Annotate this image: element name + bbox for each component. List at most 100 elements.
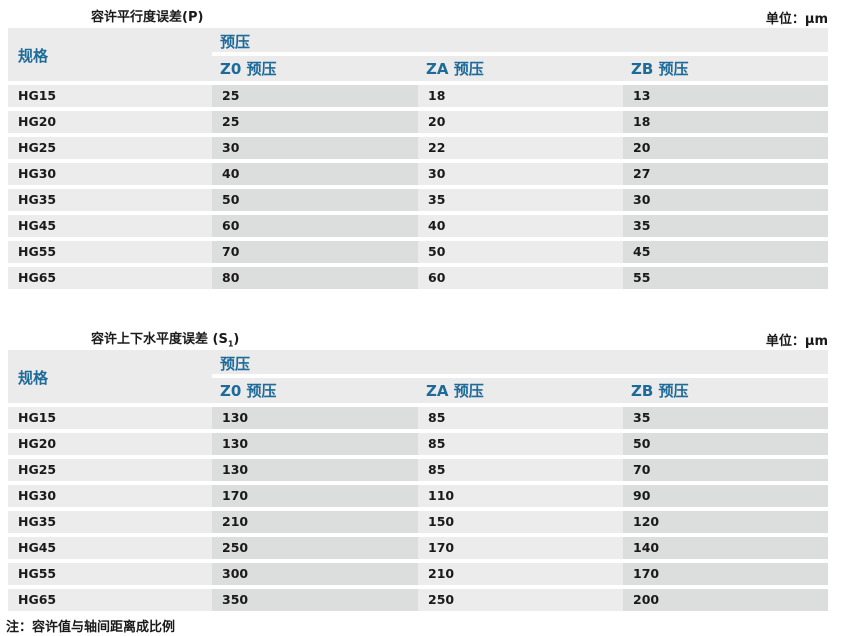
footnote: 注：容许值与轴间距离成比例	[6, 620, 176, 635]
table-cell: 18	[623, 111, 828, 133]
table-cell: HG25	[8, 459, 212, 481]
table-row: HG15 25 18 13	[8, 85, 828, 107]
table2-unit: 单位：μm	[765, 334, 828, 349]
preload-column-header: Z0 预压	[220, 60, 277, 78]
table-cell: HG55	[8, 563, 212, 585]
preload-column-header: ZA 预压	[426, 60, 484, 78]
table-cell: HG25	[8, 137, 212, 159]
divider	[212, 52, 828, 56]
table-cell: 130	[212, 459, 418, 481]
table-row: HG20 130 85 50	[8, 433, 828, 455]
table-cell: HG20	[8, 433, 212, 455]
table-cell: 130	[212, 407, 418, 429]
table-cell: 30	[212, 137, 418, 159]
table-cell: HG65	[8, 267, 212, 289]
table-cell: 20	[623, 137, 828, 159]
table-cell: 150	[418, 511, 623, 533]
table-cell: 200	[623, 589, 828, 611]
preload-column-header: Z0 预压	[220, 382, 277, 400]
table2-title: 容许上下水平度误差 (S1)	[91, 332, 240, 349]
table-cell: HG15	[8, 407, 212, 429]
table-cell: HG15	[8, 85, 212, 107]
table-cell: 35	[418, 189, 623, 211]
table-cell: 350	[212, 589, 418, 611]
preload-header: 预压	[220, 355, 251, 373]
spec-header: 规格	[18, 47, 49, 65]
table-row: HG55 70 50 45	[8, 241, 828, 263]
table-cell: HG65	[8, 589, 212, 611]
table-cell: 25	[212, 85, 418, 107]
table-row: HG25 130 85 70	[8, 459, 828, 481]
table-cell: HG45	[8, 537, 212, 559]
table-cell: 140	[623, 537, 828, 559]
table-cell: 13	[623, 85, 828, 107]
table-row: HG55 300 210 170	[8, 563, 828, 585]
table-cell: 18	[418, 85, 623, 107]
table-cell: 30	[418, 163, 623, 185]
table-header: 规格 预压 Z0 预压 ZA 预压 ZB 预压	[8, 350, 828, 403]
table-cell: 80	[212, 267, 418, 289]
table-row: HG65 80 60 55	[8, 267, 828, 289]
table-cell: 35	[623, 215, 828, 237]
table-cell: 85	[418, 407, 623, 429]
table-cell: 250	[418, 589, 623, 611]
table-cell: 170	[212, 485, 418, 507]
table-cell: 170	[418, 537, 623, 559]
table-cell: 120	[623, 511, 828, 533]
table-cell: 40	[212, 163, 418, 185]
table-cell: 70	[212, 241, 418, 263]
spec-header: 规格	[18, 369, 49, 387]
table1-title: 容许平行度误差(P)	[91, 10, 204, 25]
table-cell: 60	[418, 267, 623, 289]
table-row: HG15 130 85 35	[8, 407, 828, 429]
table-cell: 85	[418, 459, 623, 481]
parallelism-table: 规格 预压 Z0 预压 ZA 预压 ZB 预压 HG15 25 18 13 HG20 25 20 18 H…	[8, 28, 828, 289]
table-cell: 110	[418, 485, 623, 507]
table-cell: HG20	[8, 111, 212, 133]
table-cell: 50	[212, 189, 418, 211]
table-cell: 130	[212, 433, 418, 455]
table-cell: 40	[418, 215, 623, 237]
table-cell: 50	[623, 433, 828, 455]
preload-column-header: ZB 预压	[631, 382, 689, 400]
table-cell: 45	[623, 241, 828, 263]
table-cell: 250	[212, 537, 418, 559]
table-cell: 30	[623, 189, 828, 211]
table-cell: 55	[623, 267, 828, 289]
table-cell: 22	[418, 137, 623, 159]
table-cell: 60	[212, 215, 418, 237]
table-cell: HG30	[8, 163, 212, 185]
table-cell: HG55	[8, 241, 212, 263]
table-cell: 27	[623, 163, 828, 185]
table-cell: 25	[212, 111, 418, 133]
table-row: HG45 250 170 140	[8, 537, 828, 559]
table-cell: HG35	[8, 511, 212, 533]
preload-header: 预压	[220, 33, 251, 51]
table-row: HG35 210 150 120	[8, 511, 828, 533]
divider	[212, 374, 828, 378]
table1-unit: 单位：μm	[765, 12, 828, 27]
table-cell: 20	[418, 111, 623, 133]
preload-column-header: ZB 预压	[631, 60, 689, 78]
table-header: 规格 预压 Z0 预压 ZA 预压 ZB 预压	[8, 28, 828, 81]
table-row: HG30 40 30 27	[8, 163, 828, 185]
table-cell: 50	[418, 241, 623, 263]
table-row: HG20 25 20 18	[8, 111, 828, 133]
table-cell: 90	[623, 485, 828, 507]
level-table: 规格 预压 Z0 预压 ZA 预压 ZB 预压 HG15 130 85 35 HG20 130 85 5…	[8, 350, 828, 611]
table-cell: 300	[212, 563, 418, 585]
table-cell: 85	[418, 433, 623, 455]
table-row: HG65 350 250 200	[8, 589, 828, 611]
table-cell: HG30	[8, 485, 212, 507]
table-cell: HG35	[8, 189, 212, 211]
table-cell: 35	[623, 407, 828, 429]
table-cell: 210	[212, 511, 418, 533]
table-cell: 70	[623, 459, 828, 481]
table-row: HG25 30 22 20	[8, 137, 828, 159]
table-row: HG45 60 40 35	[8, 215, 828, 237]
table-row: HG30 170 110 90	[8, 485, 828, 507]
table-cell: 170	[623, 563, 828, 585]
table-cell: HG45	[8, 215, 212, 237]
table-row: HG35 50 35 30	[8, 189, 828, 211]
table-cell: 210	[418, 563, 623, 585]
